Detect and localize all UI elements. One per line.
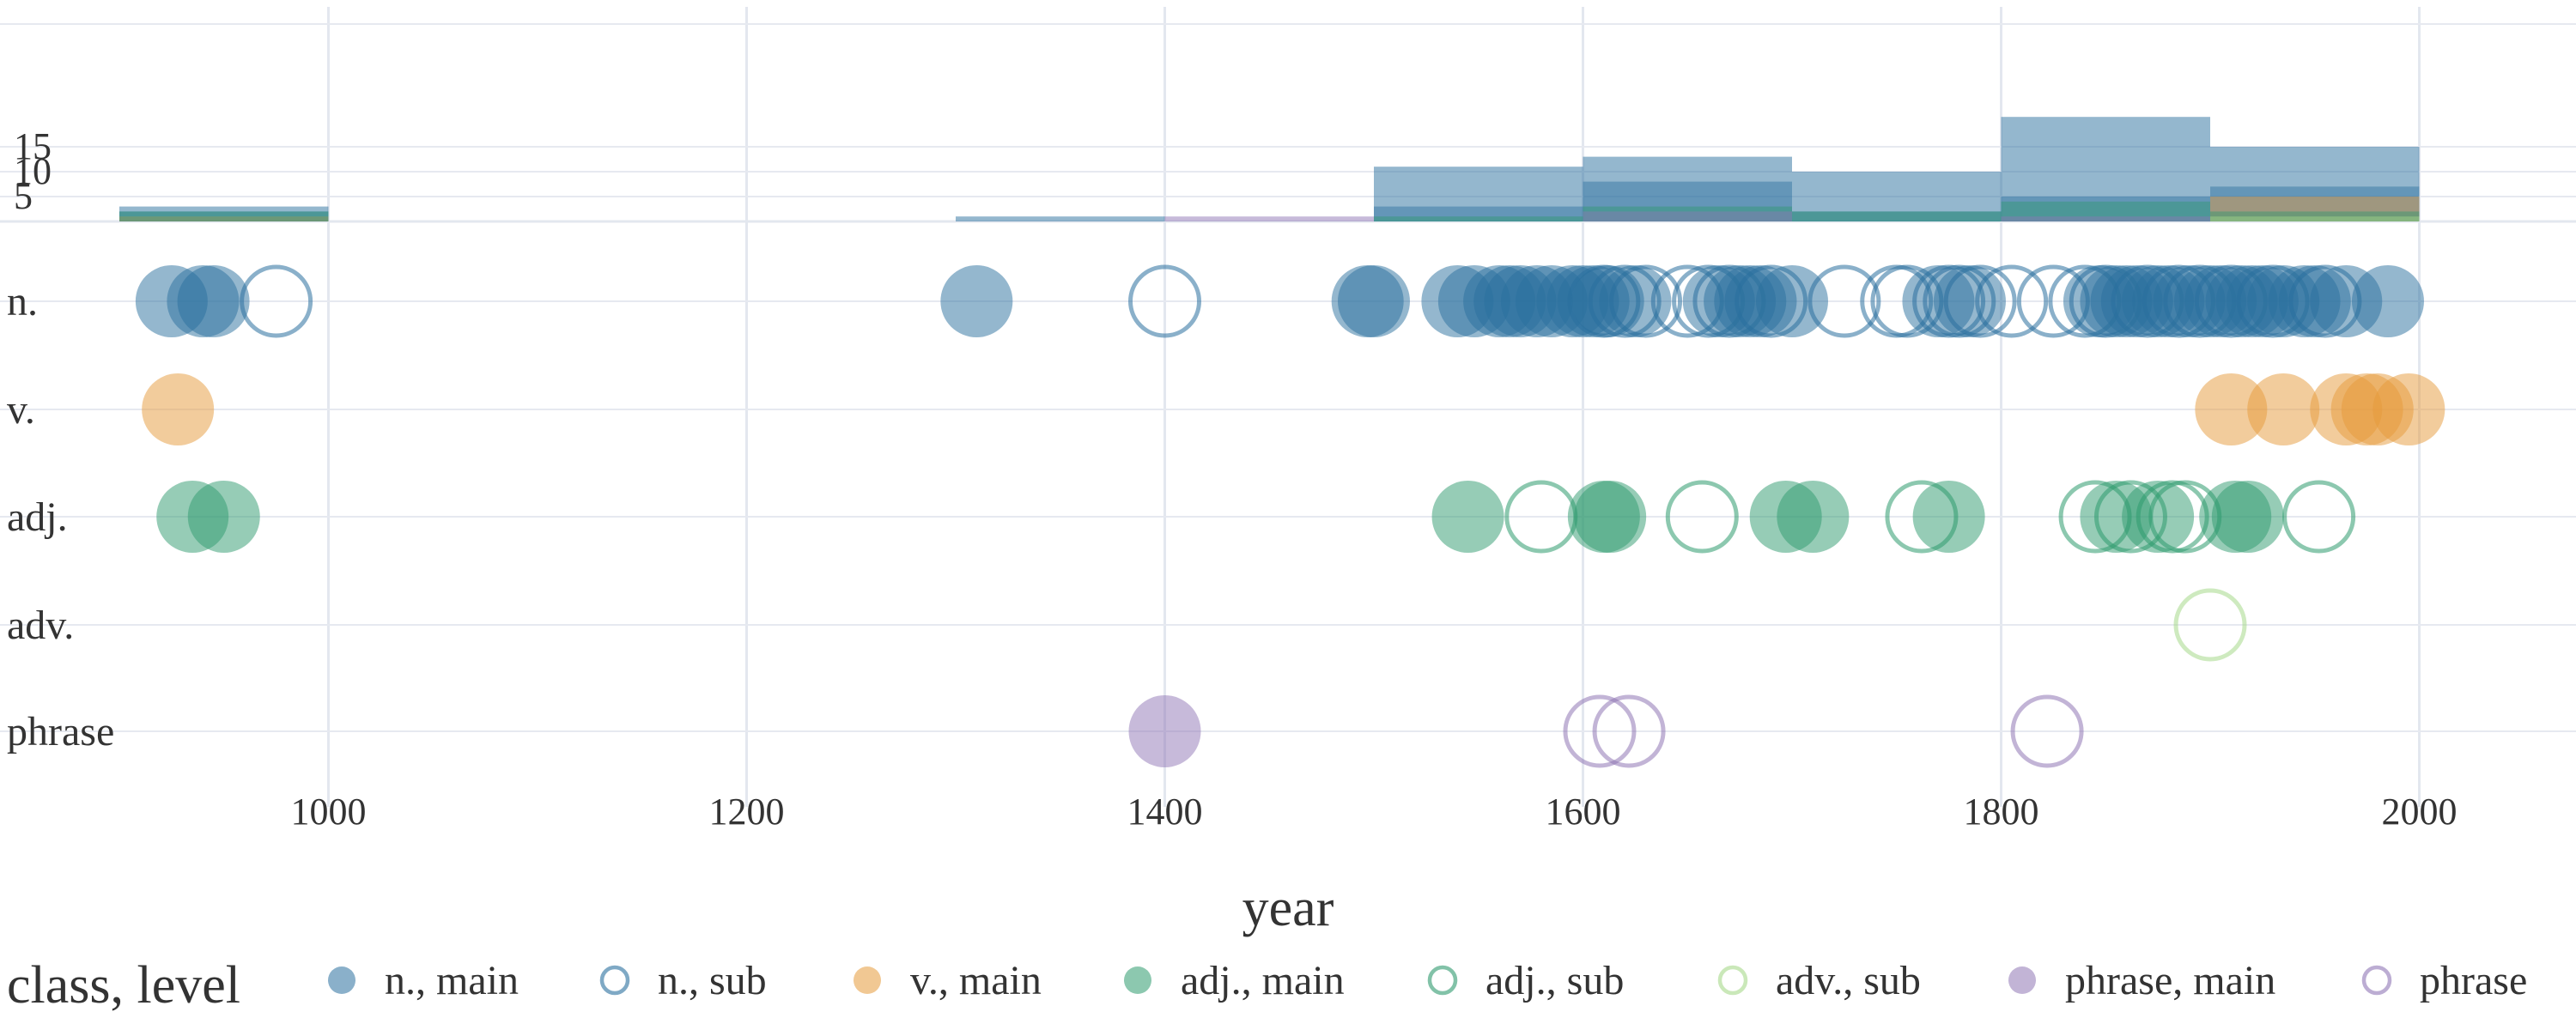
point-adv-sub [2173, 588, 2247, 662]
point-v-main [142, 373, 215, 445]
point-v-main [2247, 373, 2320, 445]
histogram-bar-phrase [2001, 216, 2210, 221]
histogram-bar-v [2210, 197, 2420, 221]
histogram-bar-total [1374, 167, 1583, 221]
legend-key-phrase-main [2008, 966, 2036, 994]
y-tick-label: 5 [14, 175, 33, 217]
point-adj-sub [2282, 480, 2356, 554]
legend-label: phrase, main [2065, 958, 2275, 1003]
legend-key-v-main [854, 966, 881, 994]
points-layer [135, 264, 2445, 768]
histogram-bar-n [2001, 197, 2210, 221]
histogram-bar-adj [1374, 216, 1583, 221]
histogram-bar-total [119, 206, 329, 221]
histogram-bar-phrase [1583, 211, 1792, 221]
point-adj-main [1777, 481, 1850, 553]
histogram-bar-adj [119, 211, 329, 221]
point-adj-sub [1665, 480, 1739, 554]
point-adj-main [2122, 481, 2195, 553]
point-adj-main [1574, 481, 1647, 553]
point-phrase-sub [1563, 694, 1637, 768]
y-tick-label: 15 [14, 125, 52, 167]
histogram-bar-adj [2210, 211, 2420, 221]
category-label: phrase [7, 709, 114, 754]
legend-label: v., main [910, 958, 1042, 1003]
histogram-bar-n [1792, 211, 2002, 221]
legend-key-adj-main [1124, 966, 1151, 994]
legend-key-n-main [328, 966, 355, 994]
x-tick-label: 1800 [1964, 791, 2039, 833]
point-n-main [940, 265, 1013, 337]
legend-label: n., sub [658, 958, 767, 1003]
legend-title: class, level [7, 956, 240, 1015]
histogram-layer [119, 117, 2420, 221]
point-n-sub [1807, 264, 1881, 338]
legend-label: phrase [2420, 958, 2527, 1003]
x-tick-label: 1600 [1546, 791, 1621, 833]
point-phrase-sub [1592, 694, 1666, 768]
point-adj-main [187, 481, 260, 553]
legend-key-phrase-sub [2361, 965, 2392, 996]
legend-key-adv-sub [1717, 965, 1748, 996]
histogram-bar-n [2210, 186, 2420, 221]
legend-label: n., main [385, 958, 519, 1003]
x-tick-label: 1000 [291, 791, 367, 833]
point-v-main [2195, 373, 2268, 445]
histogram-bar-total [1164, 216, 1374, 221]
point-n-sub [1975, 264, 2049, 338]
legend-label: adj., main [1181, 958, 1345, 1003]
histogram-bar-total [2210, 147, 2420, 221]
legend-key-adj-sub [1427, 965, 1458, 996]
histogram-bar-adj [1583, 206, 1792, 221]
legend-label: adj., sub [1485, 958, 1624, 1003]
histogram-bar-adj [2001, 201, 2210, 221]
histogram-bar-n [1374, 206, 1583, 221]
histogram-bar-total [956, 216, 1165, 221]
point-n-main [1756, 265, 1828, 337]
legend-label: adv., sub [1776, 958, 1921, 1003]
point-n-sub [240, 264, 313, 338]
category-labels: n. v. adj. adv. phrase [7, 279, 114, 754]
histogram-bar-total [1583, 156, 1792, 221]
y-tick-label: 10 [14, 150, 52, 192]
legend: n., main n., sub v., main adj., main adj., s… [328, 958, 2527, 1003]
x-tick-label: 1200 [709, 791, 785, 833]
x-axis-title: year [1242, 879, 1334, 937]
point-adj-main [1431, 481, 1504, 553]
point-n-sub [1128, 264, 1201, 338]
category-label: adj. [7, 494, 68, 540]
point-adj-main [1912, 481, 1985, 553]
histogram-bar-adj [1792, 211, 2002, 221]
point-n-main [2351, 265, 2424, 337]
histogram-bar-v [119, 216, 329, 221]
point-n-sub [1609, 264, 1683, 338]
histogram-bar-total [2001, 117, 2210, 221]
point-phrase-main [1128, 695, 1201, 767]
x-tick-label: 2000 [2382, 791, 2458, 833]
category-label: v. [7, 387, 35, 433]
histogram-bar-n [1583, 181, 1792, 221]
category-label: adv. [7, 603, 74, 648]
point-n-main [177, 265, 250, 337]
x-tick-label: 1400 [1127, 791, 1203, 833]
histogram-bar-adv [2210, 216, 2420, 221]
legend-key-n-sub [599, 965, 630, 996]
point-adj-main [2211, 481, 2284, 553]
point-v-main [2372, 373, 2445, 445]
point-n-main [1338, 265, 1410, 337]
point-n-sub [1943, 264, 2017, 338]
category-label: n. [7, 279, 38, 324]
x-tick-labels: 1000 1200 1400 1600 1800 2000 [291, 791, 2458, 833]
histogram-bar-total [1792, 172, 2002, 221]
point-phrase-sub [2010, 694, 2084, 768]
histogram-bar-n [119, 211, 329, 221]
